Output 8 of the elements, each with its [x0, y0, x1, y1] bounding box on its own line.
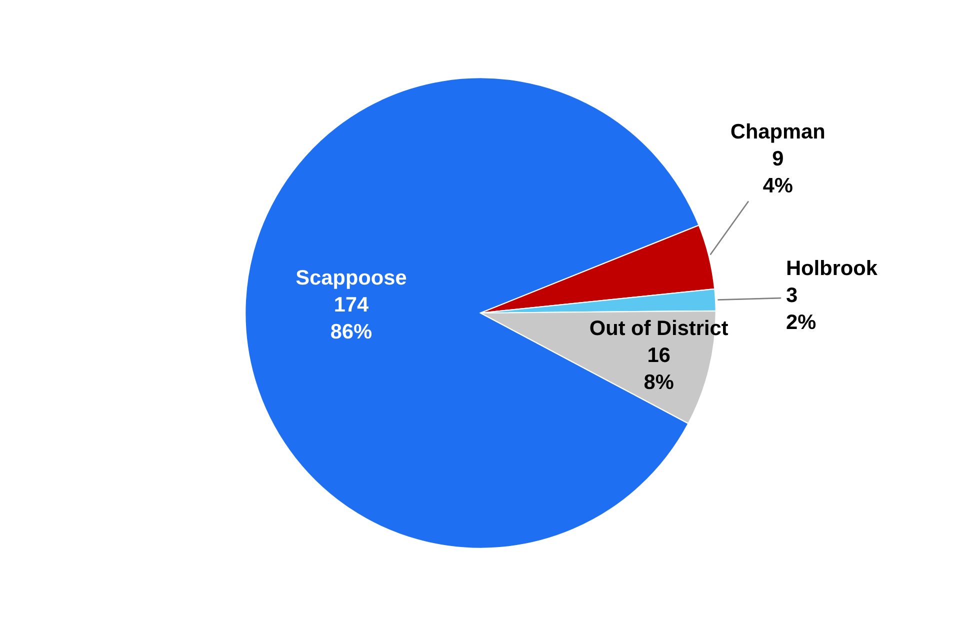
- slice-label: Chapman: [731, 123, 824, 143]
- slice-label: Out of District: [590, 320, 728, 336]
- data-label: 3 2%: [786, 287, 816, 330]
- data-label: 174 86%: [331, 297, 372, 339]
- data-label: 9 4%: [763, 150, 792, 193]
- data-label: 16 8%: [644, 347, 674, 390]
- slice-label: Scappoose: [296, 270, 406, 289]
- slice-label: Holbrook: [787, 260, 878, 276]
